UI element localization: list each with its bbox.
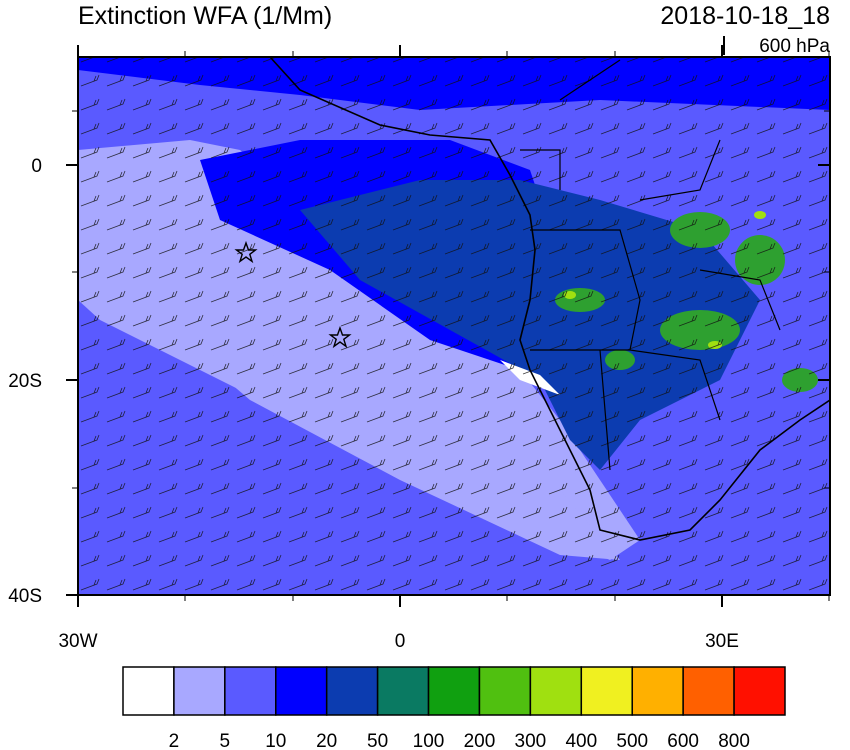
title: Extinction WFA (1/Mm)	[78, 2, 332, 30]
x-axis-label: 30E	[705, 631, 739, 652]
colorbar-box	[224, 666, 277, 716]
colorbar-label: 600	[667, 731, 699, 750]
colorbar-box	[122, 666, 175, 716]
colorbar-label: 800	[718, 731, 750, 750]
colorbar: 2 5 10 20 50 100 200 300 400 500 600 800	[122, 666, 786, 750]
colorbar-label: 200	[464, 731, 496, 750]
x-axis-label: 0	[395, 631, 406, 652]
colorbar-box	[325, 666, 379, 716]
map-field	[78, 57, 830, 595]
colorbar-label: 100	[413, 731, 445, 750]
colorbar-box	[580, 666, 633, 716]
colorbar-label: 20	[316, 731, 337, 750]
level: 600 hPa	[759, 36, 830, 57]
axes: 0 20S 40S 30W 0 30E	[8, 45, 830, 652]
colorbar-box	[427, 666, 481, 716]
colorbar-label: 50	[367, 731, 388, 750]
colorbar-box	[173, 666, 226, 716]
colorbar-label: 2	[169, 731, 180, 750]
colorbar-label: 400	[565, 731, 597, 750]
colorbar-box	[275, 666, 328, 716]
colorbar-box	[529, 666, 583, 716]
wind-barbs	[78, 57, 830, 595]
colorbar-box	[631, 666, 684, 716]
x-axis-label: 30W	[58, 631, 97, 652]
date: 2018-10-18_18	[660, 2, 830, 30]
colorbar-box	[733, 666, 786, 716]
y-axis-label: 20S	[8, 371, 42, 392]
colorbar-label: 300	[515, 731, 547, 750]
borders	[520, 59, 781, 471]
coastline	[269, 57, 830, 541]
colorbar-label: 500	[616, 731, 648, 750]
colorbar-box	[682, 666, 735, 716]
colorbar-label: 10	[265, 731, 286, 750]
colorbar-box	[478, 666, 532, 716]
y-axis-label: 40S	[8, 586, 42, 607]
site-markers	[234, 240, 352, 349]
colorbar-label: 5	[220, 731, 231, 750]
map-frame	[77, 56, 831, 596]
y-axis-label: 0	[31, 156, 42, 177]
colorbar-box	[376, 666, 430, 716]
